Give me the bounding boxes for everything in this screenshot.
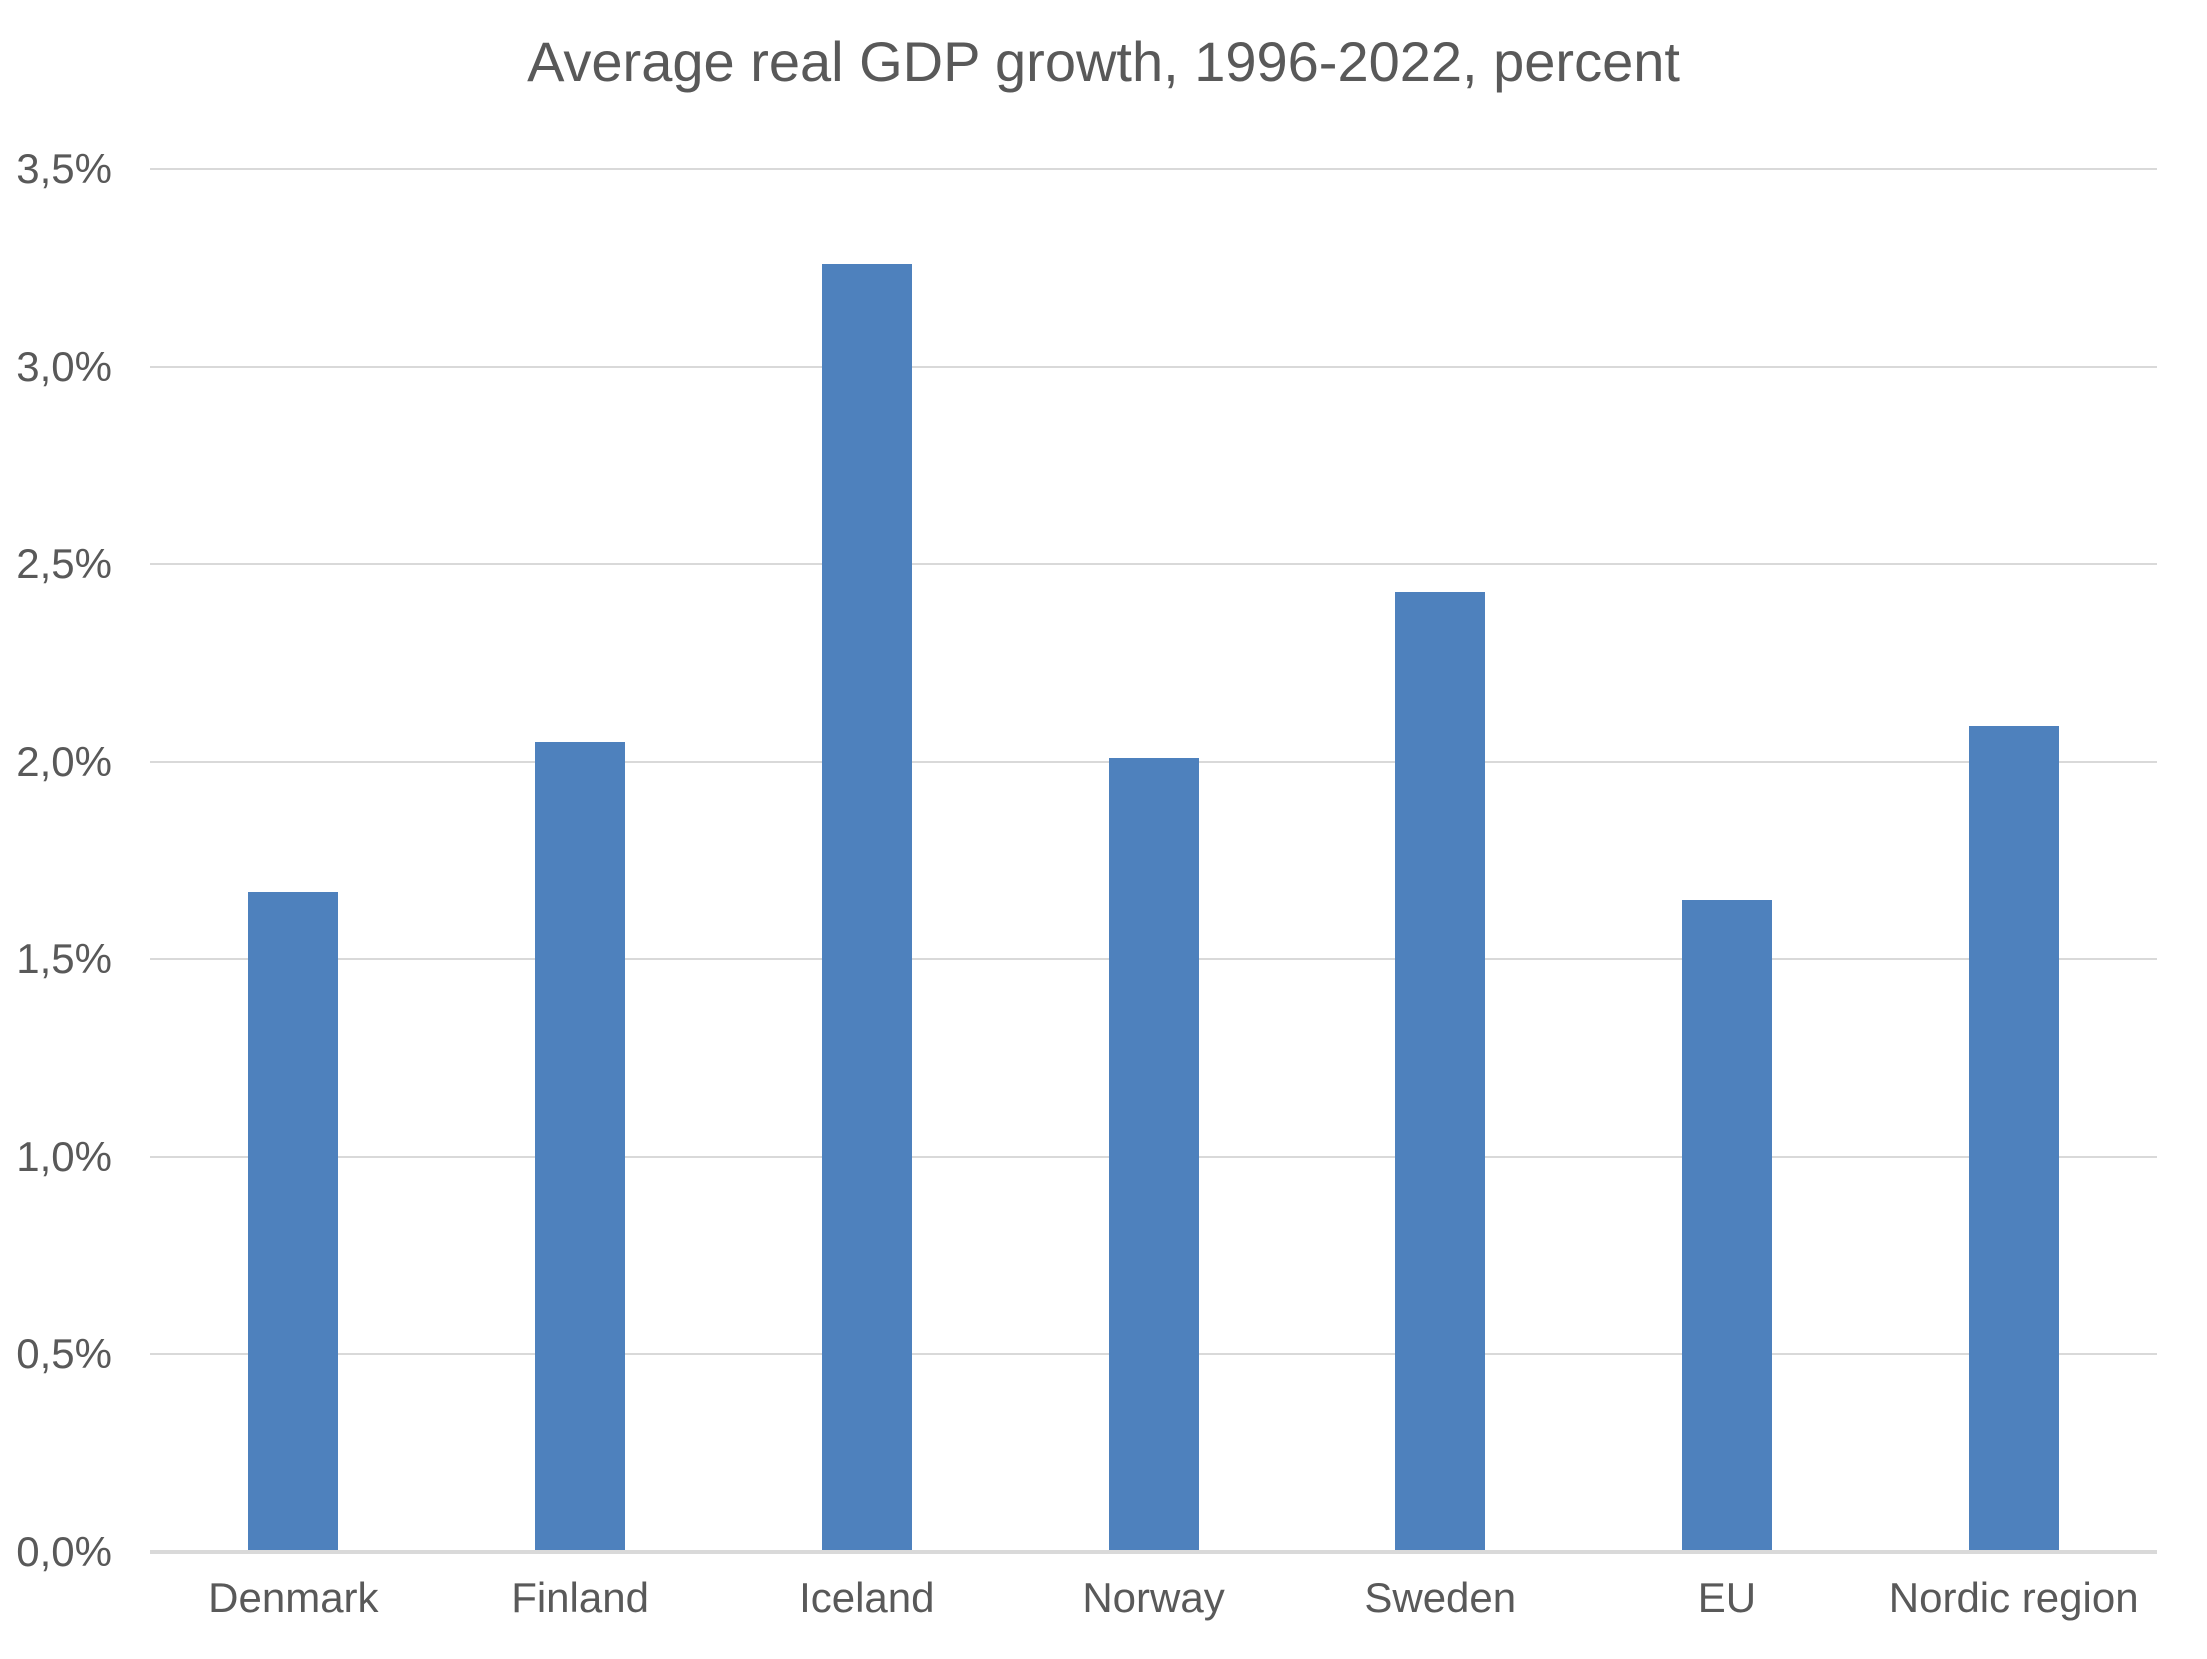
bar-nordic-region	[1968, 726, 2059, 1552]
bars-container	[150, 169, 2157, 1552]
bar-slot	[1010, 169, 1297, 1552]
plot-area	[150, 168, 2157, 1554]
y-tick-label: 1,0%	[16, 1132, 112, 1180]
x-axis-label-norway: Norway	[1082, 1574, 1225, 1621]
gridline	[150, 563, 2157, 566]
y-tick-label: 0,0%	[16, 1528, 112, 1575]
x-axis-label-eu: EU	[1697, 1574, 1757, 1621]
bar-norway	[1108, 757, 1199, 1552]
bar-slot	[1297, 169, 1584, 1552]
chart-title: Average real GDP growth, 1996-2022, perc…	[527, 30, 1680, 93]
y-tick-label: 2,5%	[16, 540, 112, 588]
gridline	[150, 365, 2157, 368]
y-tick-label: 2,0%	[16, 737, 112, 785]
bar-slot	[1584, 169, 1871, 1552]
bar-finland	[535, 741, 626, 1552]
x-axis-label-iceland: Iceland	[799, 1574, 935, 1621]
x-axis-label-denmark: Denmark	[208, 1574, 379, 1621]
x-axis-labels: Denmark Finland Iceland Norway Sweden EU Nordi…	[150, 1572, 2157, 1624]
bar-sweden	[1395, 591, 1486, 1552]
y-tick-label: 3,0%	[16, 342, 112, 390]
bar-slot	[150, 169, 437, 1552]
bar-eu	[1681, 900, 1772, 1552]
y-tick-label: 3,5%	[16, 145, 112, 192]
bar-denmark	[248, 892, 339, 1552]
x-axis-label-nordic-region: Nordic region	[1888, 1574, 2139, 1621]
y-tick-label: 0,5%	[16, 1330, 112, 1378]
bar-slot	[723, 169, 1010, 1552]
y-tick-label: 1,5%	[16, 935, 112, 983]
x-axis-label-finland: Finland	[511, 1574, 649, 1621]
bar-slot	[1870, 169, 2157, 1552]
gridline	[150, 168, 2157, 170]
bar-slot	[437, 169, 724, 1552]
x-axis-label-sweden: Sweden	[1364, 1574, 1517, 1621]
x-axis-line	[150, 1550, 2157, 1554]
bar-iceland	[821, 263, 912, 1552]
y-axis-labels: 0,0% 0,5% 1,0% 1,5% 2,0% 2,5% 3,0% 3,5%	[0, 145, 112, 1575]
